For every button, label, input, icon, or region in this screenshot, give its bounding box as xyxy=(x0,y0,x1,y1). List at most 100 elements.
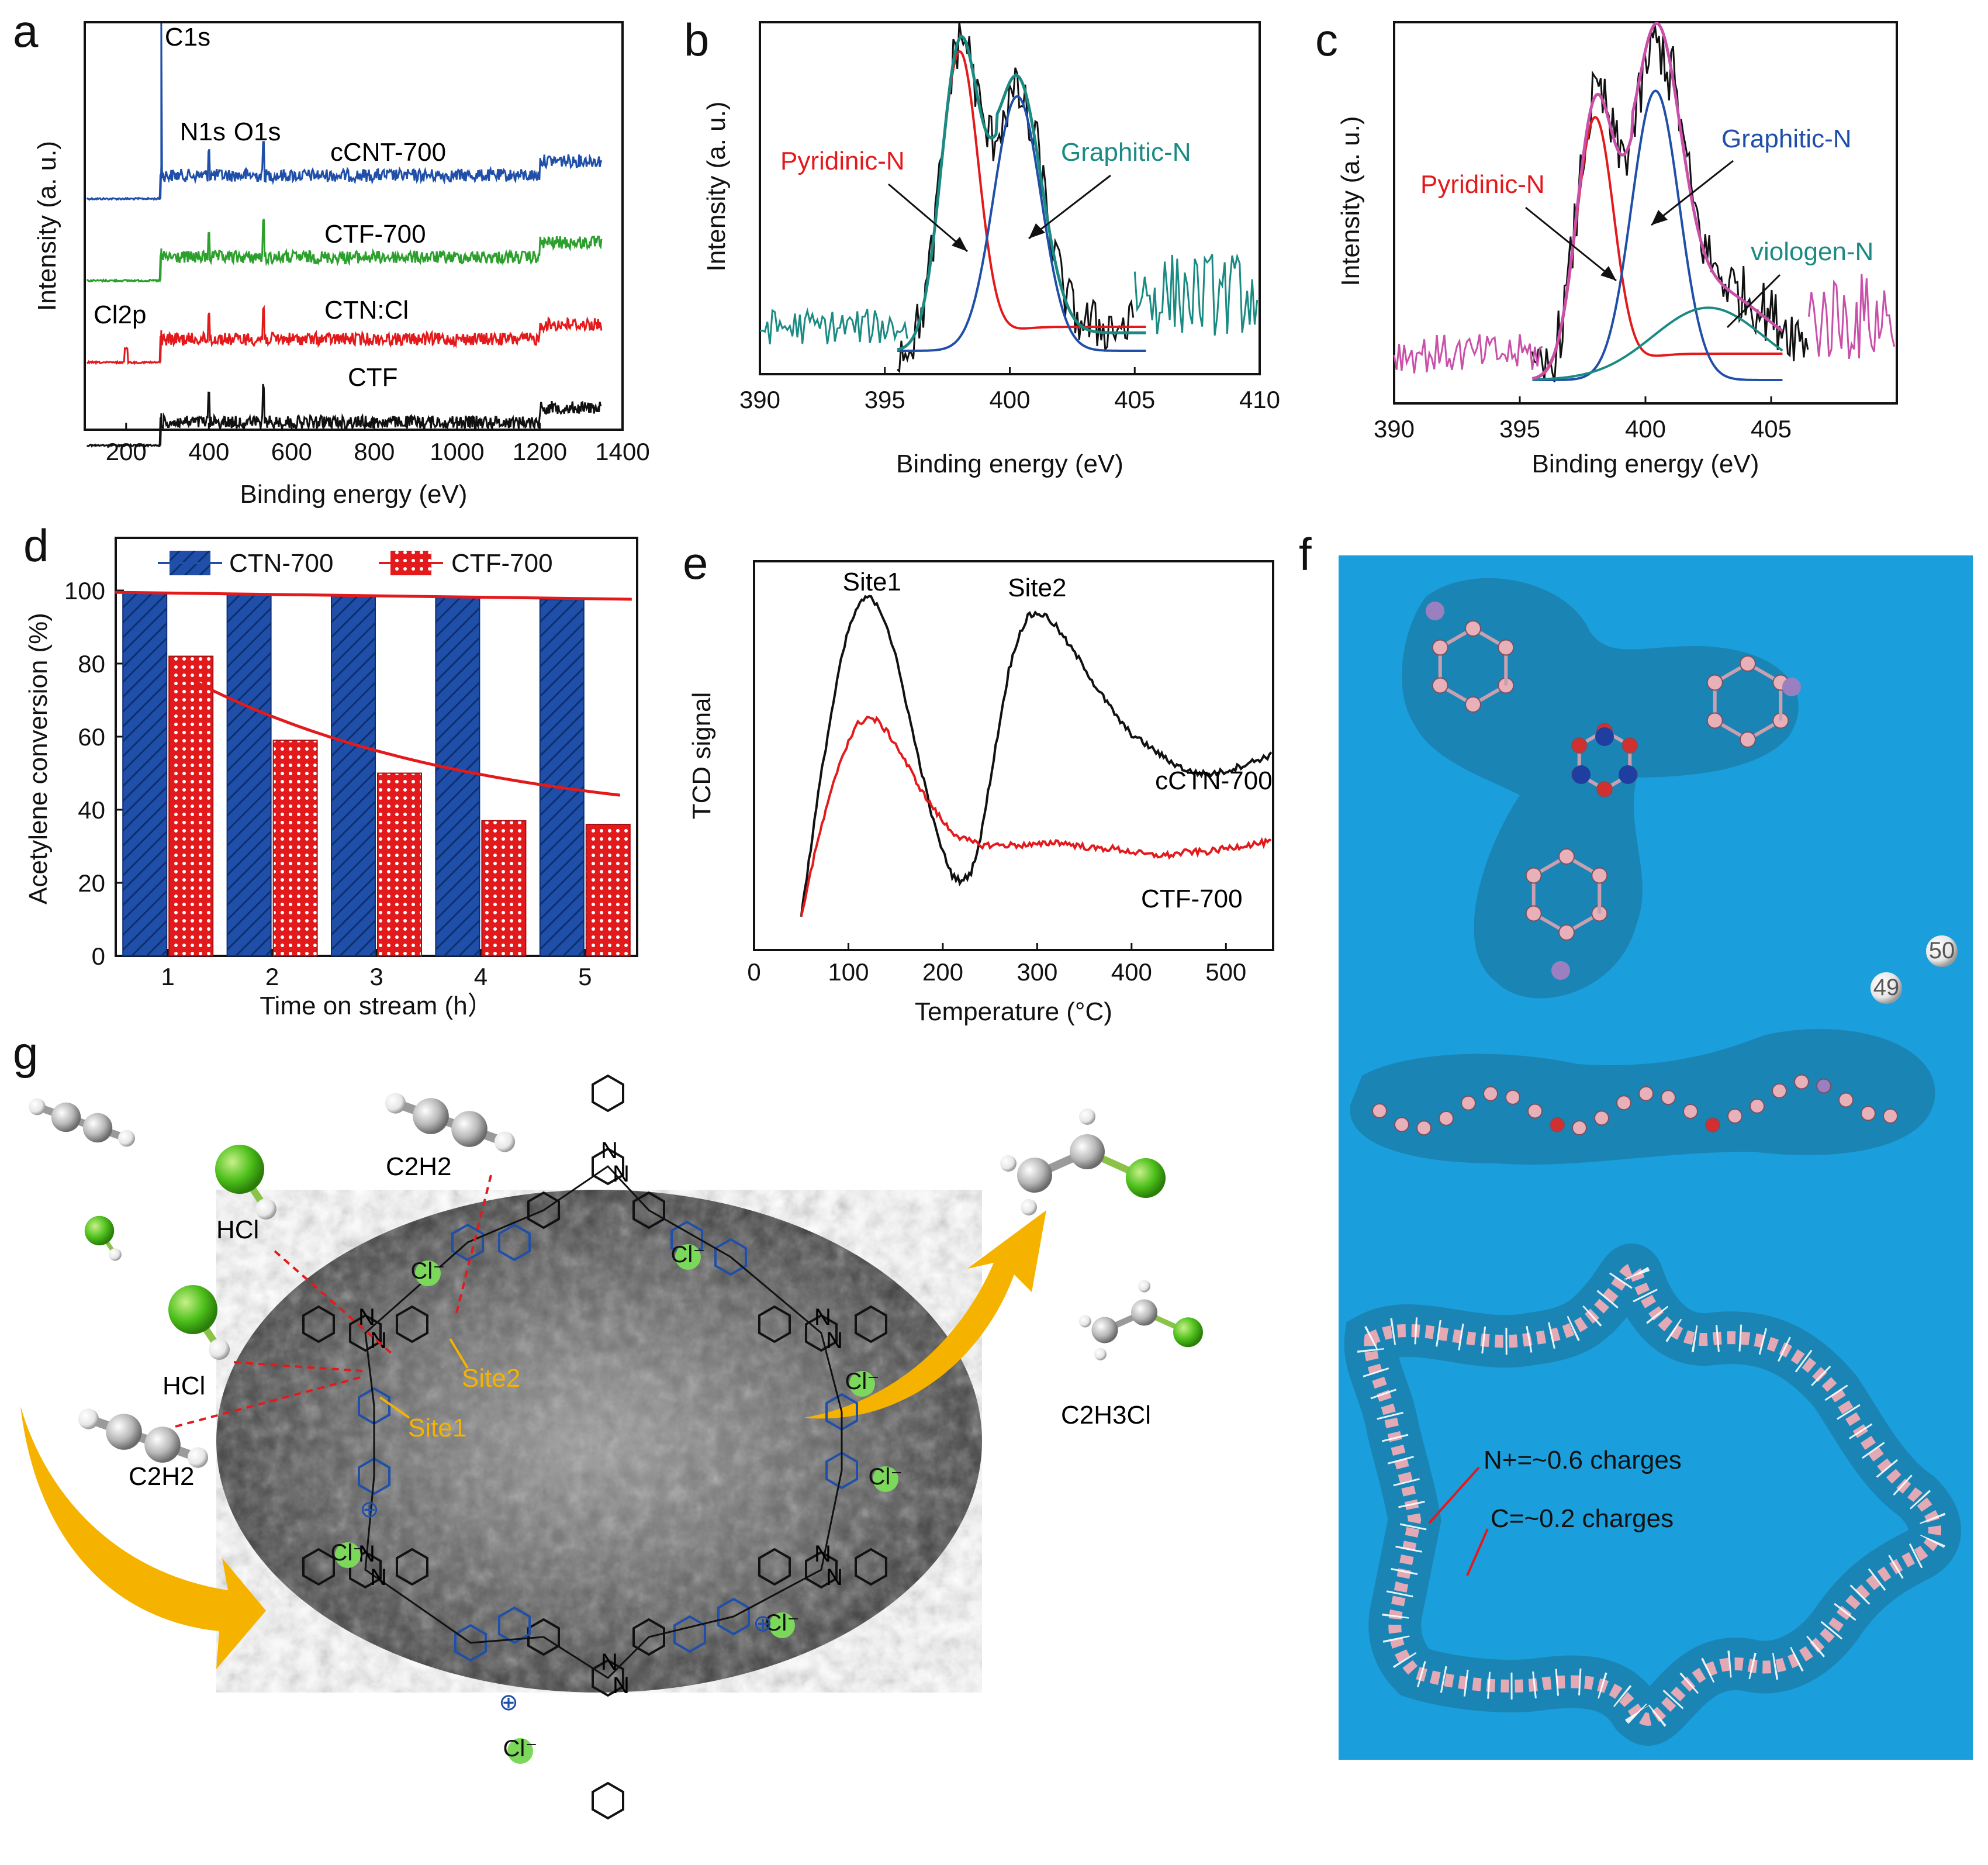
panel-a-series-line xyxy=(86,219,603,284)
panel-c-xtick-label: 400 xyxy=(1625,415,1666,443)
panel-b-xtick-label: 410 xyxy=(1239,386,1280,413)
panel-g-label-hcl: HCl xyxy=(163,1372,205,1400)
panel-a-series-line xyxy=(87,305,603,365)
panel-g-pyridinium-ring xyxy=(673,1615,706,1653)
panel-e-xtick-label: 500 xyxy=(1205,958,1246,986)
panel-f-atom xyxy=(1794,1074,1809,1090)
panel-g-pyridinium-ring xyxy=(498,1223,531,1262)
panel-g-hcl-h-atom xyxy=(255,1199,276,1220)
panel-a-xtick-label: 600 xyxy=(271,438,312,465)
panel-a-xtick-label: 200 xyxy=(106,438,147,465)
panel-b-arrowhead xyxy=(1029,223,1045,239)
panel-c-label-viologen: viologen-N xyxy=(1751,237,1873,266)
panel-b-frame xyxy=(759,21,1261,375)
panel-f-atom xyxy=(1525,905,1542,922)
panel-g-site2-pointer xyxy=(449,1338,469,1369)
panel-g-benzene-ring xyxy=(592,1074,624,1113)
panel-d-xlabel: Time on stream (h） xyxy=(260,992,493,1020)
panel-e-series-label: CTF-700 xyxy=(1141,885,1243,913)
panel-g-pyridinium-ring xyxy=(454,1624,487,1662)
panel-e-xlabel: Temperature (°C) xyxy=(915,997,1112,1026)
panel-f-annotation-nplus: N+=~0.6 charges xyxy=(1484,1446,1682,1474)
panel-g-n-label: N xyxy=(370,1564,387,1590)
panel-d-bar-ctf700 xyxy=(585,824,631,956)
panel-c-arrow-viologen xyxy=(1726,274,1781,329)
panel-g-acetylene-c-atom xyxy=(106,1414,142,1450)
panel-c-label: c xyxy=(1315,14,1338,65)
panel-f-atom xyxy=(1591,867,1608,884)
panel-f-atom xyxy=(1525,867,1542,884)
panel-g-benzene-ring xyxy=(349,1314,382,1352)
panel-d-xtick-label: 2 xyxy=(265,963,279,990)
panel-a-peak-label: Cl2p xyxy=(94,301,147,329)
panel-a-peak-label: C1s xyxy=(165,23,210,51)
panel-c-envelope-tail xyxy=(1393,334,1543,374)
panel-f-atom xyxy=(1372,1103,1387,1118)
panel-g-hcl-h-atom xyxy=(109,1248,122,1261)
panel-f-atom-label: 49 xyxy=(1873,975,1900,1000)
panel-d-ytick-label: 100 xyxy=(64,577,105,605)
panel-g-vinyl-chloride-cl-atom xyxy=(1173,1317,1203,1348)
panel-b-xtick-label: 405 xyxy=(1114,386,1155,413)
panel-f-atom xyxy=(1750,1098,1765,1114)
panel-d-legend-label-ctn700: CTN-700 xyxy=(229,549,334,578)
panel-f-atom xyxy=(1740,731,1756,748)
panel-g-cl-ion xyxy=(849,1371,875,1397)
panel-e: e 0 100 200 300 400 500 Temperature (°C) TCD sig… xyxy=(683,537,1274,1026)
panel-f-atom xyxy=(1772,1083,1787,1099)
panel-d-label: d xyxy=(23,520,49,571)
panel-f-atom xyxy=(1594,1110,1609,1126)
panel-g-vinyl-chloride-c-atom xyxy=(1131,1299,1157,1326)
panel-g-benzene-ring xyxy=(302,1305,335,1344)
panel-a-label: a xyxy=(13,5,39,57)
panel-a-peak-label: N1s xyxy=(180,118,226,146)
panel-f-atom xyxy=(1572,1120,1587,1136)
panel-g-site1-pointer xyxy=(379,1396,410,1419)
panel-g-hcl-cl-atom xyxy=(84,1215,115,1246)
panel-g-interaction-line xyxy=(233,1361,363,1372)
panel-a-xtick-label: 1200 xyxy=(513,438,567,465)
panel-f-atom-n xyxy=(1551,961,1570,980)
panel-g-vinyl-chloride-h-atom xyxy=(1138,1280,1150,1293)
panel-a-ylabel: Intensity (a. u.) xyxy=(33,141,61,311)
panel-c-xlabel: Binding energy (eV) xyxy=(1532,450,1759,478)
panel-f-atom xyxy=(1439,1110,1454,1126)
panel-g-benzene-ring xyxy=(805,1314,838,1352)
panel-f-atom xyxy=(1550,1117,1565,1132)
panel-g-site2-label: Site2 xyxy=(462,1364,520,1393)
panel-d-bar-ctf700 xyxy=(168,655,214,956)
panel-e-xtick-label: 0 xyxy=(747,958,760,986)
panel-c-arrow-pyridinic xyxy=(1525,206,1617,282)
panel-e-xtick-label: 300 xyxy=(1017,958,1057,986)
panel-g-cl-ion-label: Cl⁻ xyxy=(869,1464,903,1490)
panel-g-benzene-ring xyxy=(396,1305,428,1344)
panel-g-cl-ion xyxy=(415,1260,441,1286)
panel-g-benzene-ring xyxy=(302,1548,335,1586)
panel-d-ytick-label: 0 xyxy=(92,942,105,970)
panel-g-site1-label: Site1 xyxy=(408,1414,466,1442)
panel-g-label-c2h2: C2H2 xyxy=(129,1462,195,1491)
panel-f-atom xyxy=(1571,737,1588,754)
panel-f-atom xyxy=(1483,1086,1498,1101)
panel-f-atom xyxy=(1661,1090,1676,1106)
panel-e-ylabel: TCD signal xyxy=(687,692,716,820)
panel-f-atom xyxy=(1683,1104,1698,1120)
panel-c-arrowhead xyxy=(1600,266,1616,281)
panel-c-xtick-label: 390 xyxy=(1374,415,1415,443)
panel-d-bar-ctf700 xyxy=(481,820,527,956)
panel-d-ytick-label: 80 xyxy=(78,650,105,678)
panel-d-ytick-label: 40 xyxy=(78,796,105,824)
panel-a-series-label: cCNT-700 xyxy=(330,138,446,167)
panel-g-benzene-ring xyxy=(758,1548,791,1586)
panel-g-benzene-ring xyxy=(396,1548,428,1586)
panel-c-arrow-graphitic xyxy=(1651,160,1734,226)
panel-g-arrow-out xyxy=(804,1210,1046,1419)
panel-b-xtick-label: 395 xyxy=(865,386,905,413)
panel-d-xtick-label: 1 xyxy=(161,963,175,990)
panel-b-envelope-tail xyxy=(1133,253,1259,336)
panel-g-plus-symbol: ⊕ xyxy=(499,1690,518,1715)
panel-a-series-line xyxy=(87,384,602,448)
panel-d-ytick-label: 60 xyxy=(78,723,105,751)
panel-d-legend-label-ctf700: CTF-700 xyxy=(451,549,553,578)
panel-b-xlabel: Binding energy (eV) xyxy=(896,450,1123,478)
